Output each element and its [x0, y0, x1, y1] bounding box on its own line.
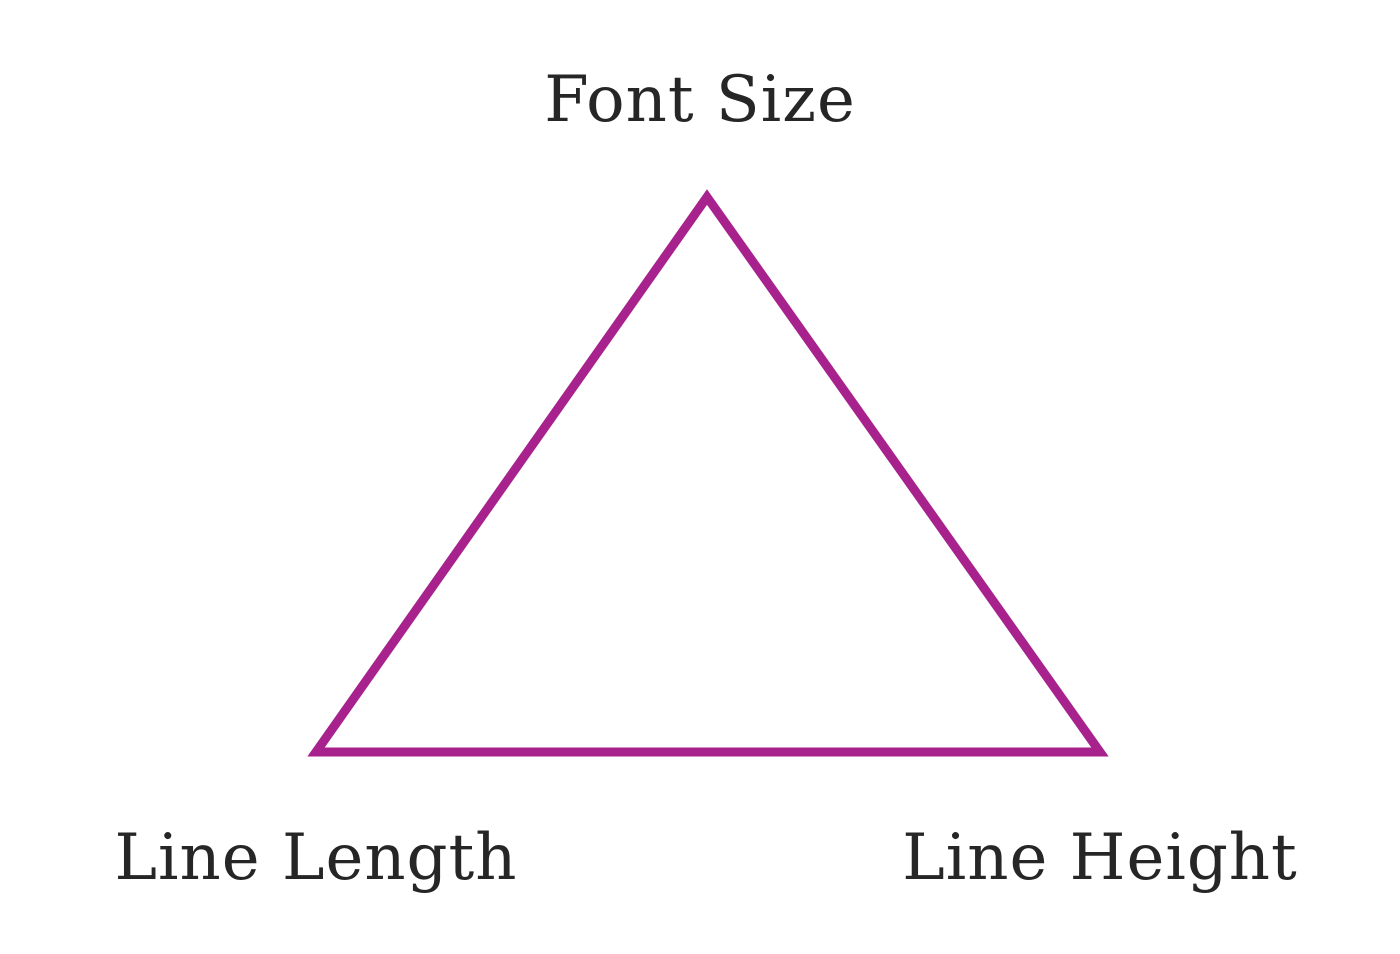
- font-size-label: Font Size: [544, 63, 856, 137]
- line-height-label: Line Height: [902, 821, 1298, 895]
- line-length-label: Line Length: [114, 821, 518, 895]
- triangle-outline: [307, 189, 1109, 757]
